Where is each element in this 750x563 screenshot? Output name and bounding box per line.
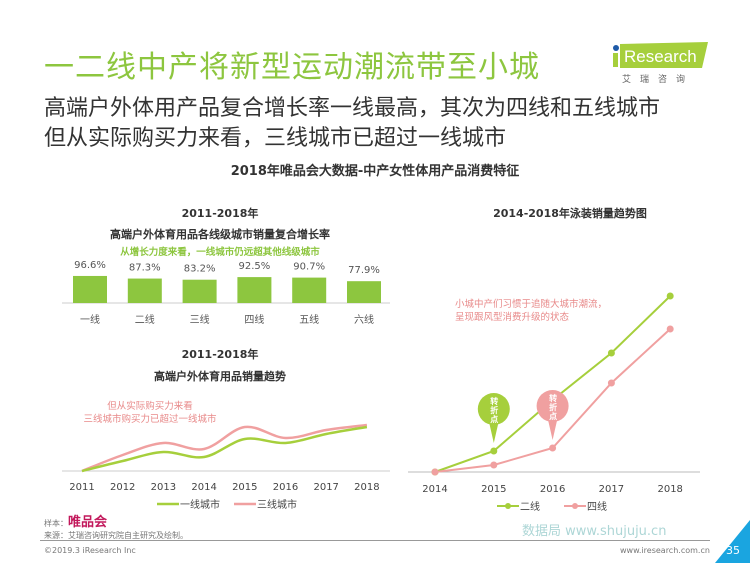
x-tick-label: 2018 — [657, 484, 682, 495]
section-title: 2018年唯品会大数据-中产女性体用产品消费特征 — [230, 164, 520, 179]
data-point — [490, 461, 498, 469]
x-tick-label: 2014 — [191, 482, 216, 493]
x-tick-label: 2016 — [273, 482, 298, 493]
data-point — [666, 292, 674, 300]
data-point — [607, 379, 615, 387]
bar-label: 87.3% — [129, 263, 161, 274]
page-title: 一二线中产将新型运动潮流带至小城 — [44, 50, 540, 85]
callout-bubble — [477, 393, 510, 425]
sample-label: 样本：唯品会 — [44, 515, 108, 530]
legend-marker — [572, 503, 578, 509]
x-tick-label: 2012 — [110, 482, 135, 493]
bar-三线 — [182, 279, 217, 303]
x-tick-label: 2011 — [69, 482, 94, 493]
x-tick-label: 2015 — [232, 482, 257, 493]
callout-label-turning-point: 转折点 — [489, 396, 499, 424]
chart2-subtitle: 高端户外体育用品销量趋势 — [154, 370, 286, 383]
x-tick-label: 2014 — [422, 484, 447, 495]
x-tick-label: 2013 — [151, 482, 176, 493]
logo-cn: 艾瑞咨询 — [622, 75, 695, 85]
bar-一线 — [73, 275, 107, 303]
x-tick-label: 2016 — [540, 484, 565, 495]
legend-label: 一线城市 — [180, 498, 220, 511]
chart3-title: 2014-2018年泳装销量趋势图 — [493, 207, 647, 220]
bar-label: 90.7% — [293, 262, 325, 273]
bar-label: 96.6% — [74, 260, 106, 271]
bar-label: 77.9% — [348, 265, 380, 276]
bar-四线 — [237, 277, 272, 303]
data-point — [431, 468, 439, 476]
website: www.iresearch.com.cn — [620, 546, 710, 555]
subtitle-1: 高端户外体用产品复合增长率一线最高，其次为四线和五线城市 — [44, 96, 661, 121]
footer-divider — [40, 540, 710, 541]
callout-label-turning-point: 转折点 — [548, 393, 558, 421]
legend-label: 四线 — [587, 500, 607, 513]
subtitle-2: 但从实际购买力来看，三线城市已超过一线城市 — [44, 126, 507, 151]
chart1-title: 2011-2018年 — [181, 207, 259, 220]
data-point — [607, 349, 615, 357]
bar-五线 — [292, 277, 327, 303]
x-tick-label: 五线 — [299, 313, 319, 326]
bar-label: 92.5% — [239, 261, 271, 272]
x-tick-label: 三线 — [190, 313, 210, 326]
source-note: 来源：艾瑞咨询研究院自主研究及绘制。 — [44, 531, 188, 540]
chart1-annotation: 从增长力度来看，一线城市仍远超其他线级城市 — [120, 247, 320, 258]
legend-label: 三线城市 — [257, 498, 297, 511]
callout-pointer — [488, 421, 499, 443]
data-point — [490, 447, 498, 455]
chart2-annotation: 但从实际购买力来看 三线城市购买力已超过一线城市 — [83, 401, 217, 425]
copyright: ©2019.3 iResearch Inc — [44, 546, 136, 555]
series-line-三线城市 — [81, 423, 368, 473]
chart3-annotation: 小城中产们习惯于追随大城市潮流， 呈现跟风型消费升级的状态 — [455, 299, 608, 323]
bar-二线 — [127, 278, 162, 303]
bar-六线 — [347, 281, 381, 303]
data-point — [549, 444, 557, 452]
page-number: 35 — [726, 544, 740, 557]
x-tick-label: 2018 — [354, 482, 379, 493]
sample-brand: 唯品会 — [68, 515, 108, 530]
watermark: 数据局 www.shujuju.cn — [522, 524, 667, 539]
bar-label: 83.2% — [184, 264, 216, 275]
legend-label: 二线 — [520, 500, 540, 513]
series-line-一线城市 — [81, 425, 368, 473]
data-point — [666, 325, 674, 333]
x-tick-label: 2017 — [599, 484, 624, 495]
x-tick-label: 2017 — [313, 482, 338, 493]
x-tick-label: 一线 — [80, 313, 100, 326]
chart2-title: 2011-2018年 — [181, 348, 259, 361]
svg-text:Research: Research — [624, 47, 697, 66]
x-tick-label: 四线 — [244, 313, 264, 326]
callout-bubble — [536, 390, 569, 422]
legend-marker — [505, 503, 511, 509]
chart1-subtitle: 高端户外体育用品各线级城市销量复合增长率 — [110, 228, 330, 241]
x-tick-label: 二线 — [135, 313, 155, 326]
callout-pointer — [547, 418, 558, 440]
x-tick-label: 六线 — [354, 313, 374, 326]
iresearch-logo: Research — [612, 42, 708, 68]
x-tick-label: 2015 — [481, 484, 506, 495]
